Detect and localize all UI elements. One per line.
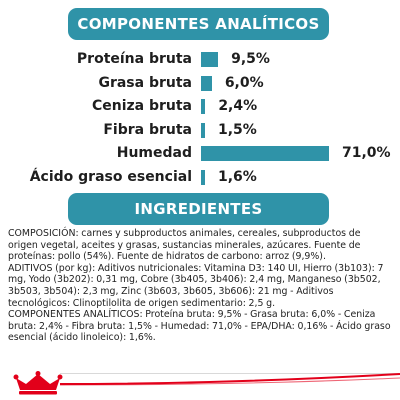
ingredients-title: INGREDIENTES [134,200,263,218]
chart-value-label: 71,0% [342,145,391,161]
chart-bar [201,52,219,67]
footer-divider [60,373,400,374]
chart-bar [201,99,206,114]
royal-canin-crown-logo [13,371,63,395]
footer-wave-decoration [60,373,400,386]
chart-value-label: 2,4% [218,98,258,114]
ingredients-text: COMPOSICIÓN: carnes y subproductos anima… [8,228,392,344]
chart-value-label: 1,5% [218,121,257,138]
chart-label: Ceniza bruta [91,98,192,114]
chart-bar [201,169,205,185]
chart-label: Ácido graso esencial [29,168,192,185]
analytical-paragraph: COMPONENTES ANALÍTICOS: Proteína bruta: … [8,309,391,344]
analytical-components-title: COMPONENTES ANALÍTICOS [77,15,320,33]
chart-label: Fibra bruta [103,121,192,138]
analytical-components-header: COMPONENTES ANALÍTICOS [68,8,329,40]
chart-label: Proteína bruta [76,51,192,67]
chart-row-proteina-bruta: Proteína bruta 9,5% [0,49,400,69]
chart-bar [201,122,205,138]
chart-label: Humedad [116,145,192,161]
chart-label: Grasa bruta [98,74,192,91]
chart-value-label: 9,5% [231,51,270,67]
composition-paragraph: COMPOSICIÓN: carnes y subproductos anima… [8,228,361,263]
chart-row-ceniza-bruta: Ceniza bruta 2,4% [0,96,400,116]
chart-row-fibra-bruta: Fibra bruta 1,5% [0,120,400,140]
chart-row-humedad: Humedad 71,0% [0,143,400,163]
chart-bar [201,146,329,161]
ingredients-header: INGREDIENTES [68,193,329,225]
additives-paragraph: ADITIVOS (por kg): Aditivos nutricionale… [8,262,384,309]
chart-value-label: 1,6% [218,168,257,185]
chart-row-acido-graso-esencial: Ácido graso esencial 1,6% [0,167,400,187]
chart-value-label: 6,0% [224,74,264,91]
chart-bar [201,75,212,91]
chart-row-grasa-bruta: Grasa bruta 6,0% [0,73,400,93]
